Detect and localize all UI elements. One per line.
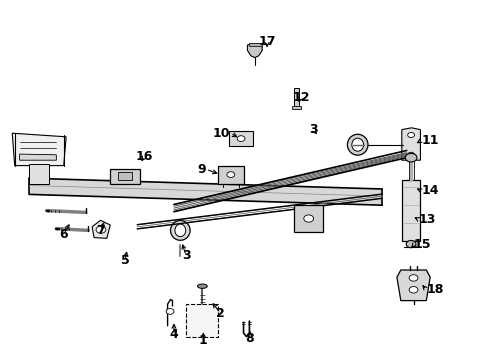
- Bar: [292, 106, 301, 109]
- Circle shape: [237, 136, 245, 141]
- Text: 12: 12: [293, 91, 310, 104]
- Text: 2: 2: [216, 307, 225, 320]
- Text: 16: 16: [136, 150, 153, 163]
- Text: 13: 13: [419, 213, 436, 226]
- Text: 7: 7: [96, 224, 105, 237]
- Polygon shape: [12, 133, 66, 166]
- Circle shape: [409, 275, 418, 281]
- Text: 15: 15: [414, 238, 432, 251]
- Text: 3: 3: [182, 249, 191, 262]
- Circle shape: [227, 172, 235, 177]
- Polygon shape: [92, 220, 110, 238]
- Ellipse shape: [171, 220, 190, 240]
- Polygon shape: [29, 164, 49, 184]
- Circle shape: [408, 152, 415, 157]
- Polygon shape: [20, 154, 56, 160]
- Circle shape: [408, 132, 415, 138]
- Polygon shape: [402, 128, 420, 160]
- Text: 9: 9: [197, 163, 206, 176]
- Text: 17: 17: [258, 35, 276, 48]
- Ellipse shape: [175, 224, 186, 237]
- Text: 6: 6: [59, 228, 68, 240]
- Text: 8: 8: [245, 332, 254, 345]
- Bar: [218, 166, 244, 184]
- Text: 4: 4: [170, 328, 178, 341]
- Circle shape: [409, 287, 418, 293]
- Text: 11: 11: [421, 134, 439, 147]
- Text: 18: 18: [426, 283, 443, 296]
- Bar: [229, 131, 253, 146]
- Circle shape: [304, 215, 314, 222]
- Ellipse shape: [347, 134, 368, 155]
- Text: 10: 10: [213, 127, 230, 140]
- Bar: [249, 43, 262, 46]
- Text: 5: 5: [121, 255, 129, 267]
- Ellipse shape: [352, 138, 364, 151]
- Bar: [186, 304, 218, 337]
- Bar: [402, 180, 420, 241]
- Text: 3: 3: [309, 123, 318, 136]
- Text: 1: 1: [199, 334, 208, 347]
- Circle shape: [405, 153, 417, 162]
- Text: 14: 14: [421, 184, 439, 197]
- Bar: [110, 169, 140, 184]
- Circle shape: [406, 240, 416, 248]
- Bar: [294, 205, 323, 232]
- Circle shape: [166, 309, 174, 314]
- Bar: [294, 88, 299, 108]
- Circle shape: [96, 226, 106, 233]
- Polygon shape: [29, 178, 382, 205]
- Polygon shape: [247, 44, 262, 58]
- Bar: [118, 172, 132, 180]
- Polygon shape: [397, 270, 430, 301]
- Ellipse shape: [197, 284, 207, 288]
